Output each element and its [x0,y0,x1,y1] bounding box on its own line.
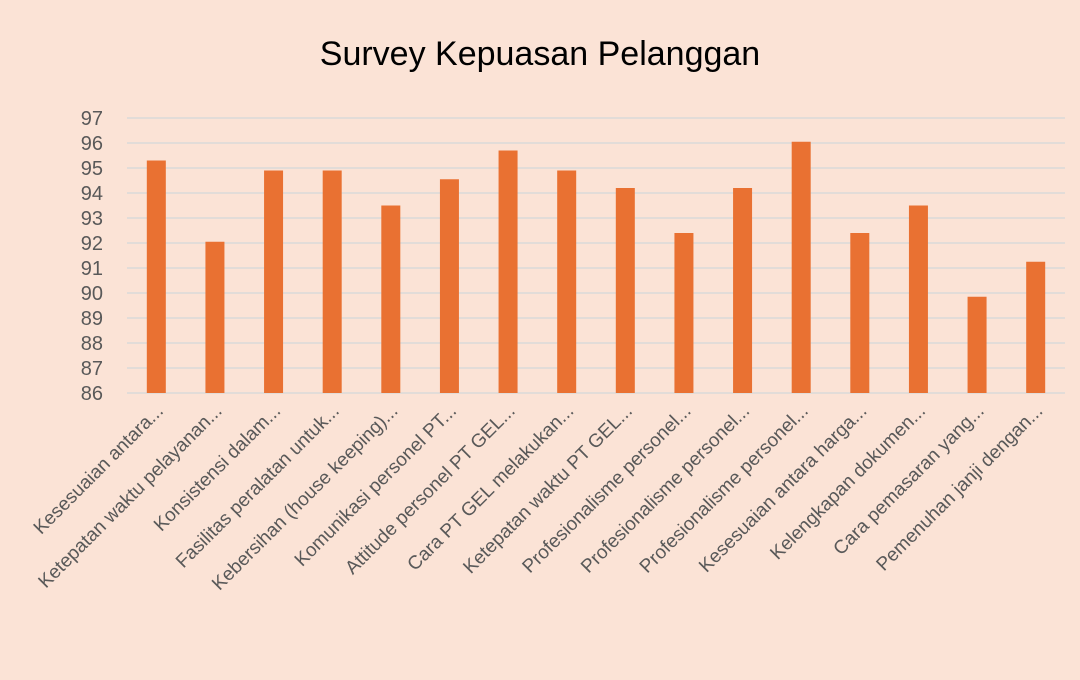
bar [615,188,635,393]
bar [498,150,518,393]
bar [1026,261,1046,393]
bar [146,160,166,393]
bar [908,205,928,393]
bar [791,141,811,393]
y-tick-label: 89 [81,308,103,330]
y-axis-ticks: 86 87 88 89 90 91 92 93 94 95 96 97 [81,108,103,405]
y-tick-label: 88 [81,333,103,355]
y-tick-label: 86 [81,383,103,405]
y-tick-label: 95 [81,158,103,180]
y-tick-label: 92 [81,233,103,255]
y-tick-label: 91 [81,258,103,280]
bar [733,188,753,393]
y-tick-label: 96 [81,133,103,155]
bars [146,141,1046,393]
y-tick-label: 93 [81,208,103,230]
bar [264,170,284,393]
bar [322,170,342,393]
x-axis-ticks: Kesesuaian antara...Ketepatan waktu pela… [30,401,1047,595]
chart-title: Survey Kepuasan Pelanggan [320,35,760,73]
y-tick-label: 87 [81,358,103,380]
bar [381,205,401,393]
bar [850,233,870,393]
y-tick-label: 94 [81,183,103,205]
y-tick-label: 90 [81,283,103,305]
bar [439,179,459,393]
bar [205,241,225,393]
gridlines [127,117,1065,394]
bar [557,170,577,393]
y-tick-label: 97 [81,108,103,130]
bar [967,296,987,393]
bar [674,233,694,393]
